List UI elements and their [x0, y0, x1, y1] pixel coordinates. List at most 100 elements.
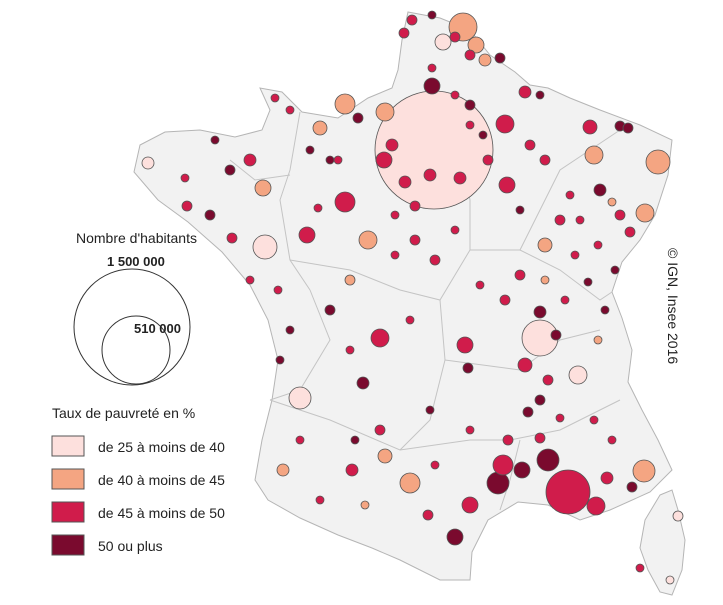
city-circle	[295, 435, 305, 445]
city-circle	[409, 234, 421, 246]
city-circle	[513, 461, 531, 479]
legend-swatch-class-2	[51, 468, 85, 490]
city-circle	[315, 495, 325, 505]
city-circle	[550, 329, 562, 341]
france-mainland	[133, 11, 673, 581]
city-circle	[409, 200, 421, 212]
city-circle	[224, 164, 236, 176]
legend-swatch-class-4	[51, 534, 85, 556]
city-circle	[464, 99, 476, 111]
city-circle	[635, 203, 655, 223]
city-circle	[542, 374, 554, 386]
city-circle	[352, 112, 364, 124]
city-circle	[345, 463, 359, 477]
city-circle	[632, 459, 656, 483]
city-circle	[288, 386, 312, 410]
city-circle	[390, 250, 400, 260]
city-circle	[406, 14, 418, 26]
city-circle	[375, 151, 393, 169]
city-circle	[333, 155, 343, 165]
city-circle	[398, 175, 412, 189]
city-circle	[586, 496, 606, 516]
city-circle	[276, 463, 290, 477]
city-circle	[360, 500, 370, 510]
city-circle	[273, 285, 283, 295]
city-circle	[180, 173, 190, 183]
city-circle	[446, 528, 464, 546]
city-circle	[305, 145, 315, 155]
city-circle	[589, 415, 599, 425]
city-circle	[522, 406, 534, 418]
city-circle	[535, 90, 545, 100]
city-circle	[570, 250, 580, 260]
city-circle	[405, 315, 415, 325]
city-circle	[325, 155, 335, 165]
city-circle	[614, 209, 626, 221]
legend-label-class-3: de 45 à moins de 50	[98, 505, 225, 521]
city-circle	[565, 190, 575, 200]
city-circle	[498, 176, 516, 194]
legend-swatch-class-1	[51, 435, 85, 457]
city-circle	[390, 210, 400, 220]
city-circles	[141, 10, 684, 585]
city-circle	[429, 254, 441, 266]
city-circle	[610, 265, 620, 275]
city-circle	[515, 205, 525, 215]
city-circle	[422, 509, 434, 521]
city-circle	[462, 362, 474, 374]
city-circle	[427, 10, 437, 20]
city-circle	[453, 171, 467, 185]
city-circle	[456, 336, 474, 354]
city-circle	[285, 325, 295, 335]
city-circle	[385, 138, 399, 152]
city-circle	[425, 405, 435, 415]
city-circle	[494, 52, 506, 64]
city-circle	[486, 471, 510, 495]
city-circle	[312, 120, 328, 136]
city-circle	[334, 191, 356, 213]
city-circle	[555, 413, 565, 423]
city-circle	[450, 90, 460, 100]
city-circle	[524, 139, 536, 151]
city-circle	[324, 304, 336, 316]
city-circle	[254, 179, 272, 197]
city-circle	[243, 153, 257, 167]
city-circle	[375, 102, 395, 122]
legend-label-class-4: 50 ou plus	[98, 538, 163, 554]
city-circle	[344, 274, 356, 286]
city-circle	[374, 424, 386, 436]
city-circle	[665, 575, 675, 585]
map-credit: © IGN, Insee 2016	[665, 248, 681, 364]
city-circle	[517, 357, 533, 373]
city-circle	[313, 203, 323, 213]
size-legend-large-label: 1 500 000	[107, 254, 165, 269]
city-circle	[399, 472, 421, 494]
city-circle	[624, 226, 636, 238]
color-legend-title: Taux de pauvreté en %	[52, 405, 195, 421]
city-circle	[356, 376, 370, 390]
size-legend-small-label: 510 000	[134, 321, 181, 336]
city-circle	[575, 215, 585, 225]
city-circle	[583, 277, 593, 287]
city-circle	[499, 294, 511, 306]
city-circle	[582, 119, 598, 135]
city-circle	[534, 394, 546, 406]
city-circle	[600, 471, 614, 485]
city-circle	[502, 434, 514, 446]
city-circle	[252, 234, 278, 260]
city-circle	[622, 122, 634, 134]
city-circle	[626, 481, 638, 493]
city-circle	[345, 345, 355, 355]
city-circle	[449, 31, 461, 43]
city-circle	[350, 435, 360, 445]
city-circle	[607, 197, 617, 207]
city-circle	[568, 365, 588, 385]
city-circle	[478, 53, 492, 67]
city-circle	[245, 275, 255, 285]
city-circle	[398, 27, 410, 39]
city-circle	[635, 563, 645, 573]
size-legend-title: Nombre d'habitants	[76, 230, 197, 246]
city-circle	[430, 460, 440, 470]
city-circle	[285, 105, 295, 115]
city-circle	[492, 454, 514, 476]
